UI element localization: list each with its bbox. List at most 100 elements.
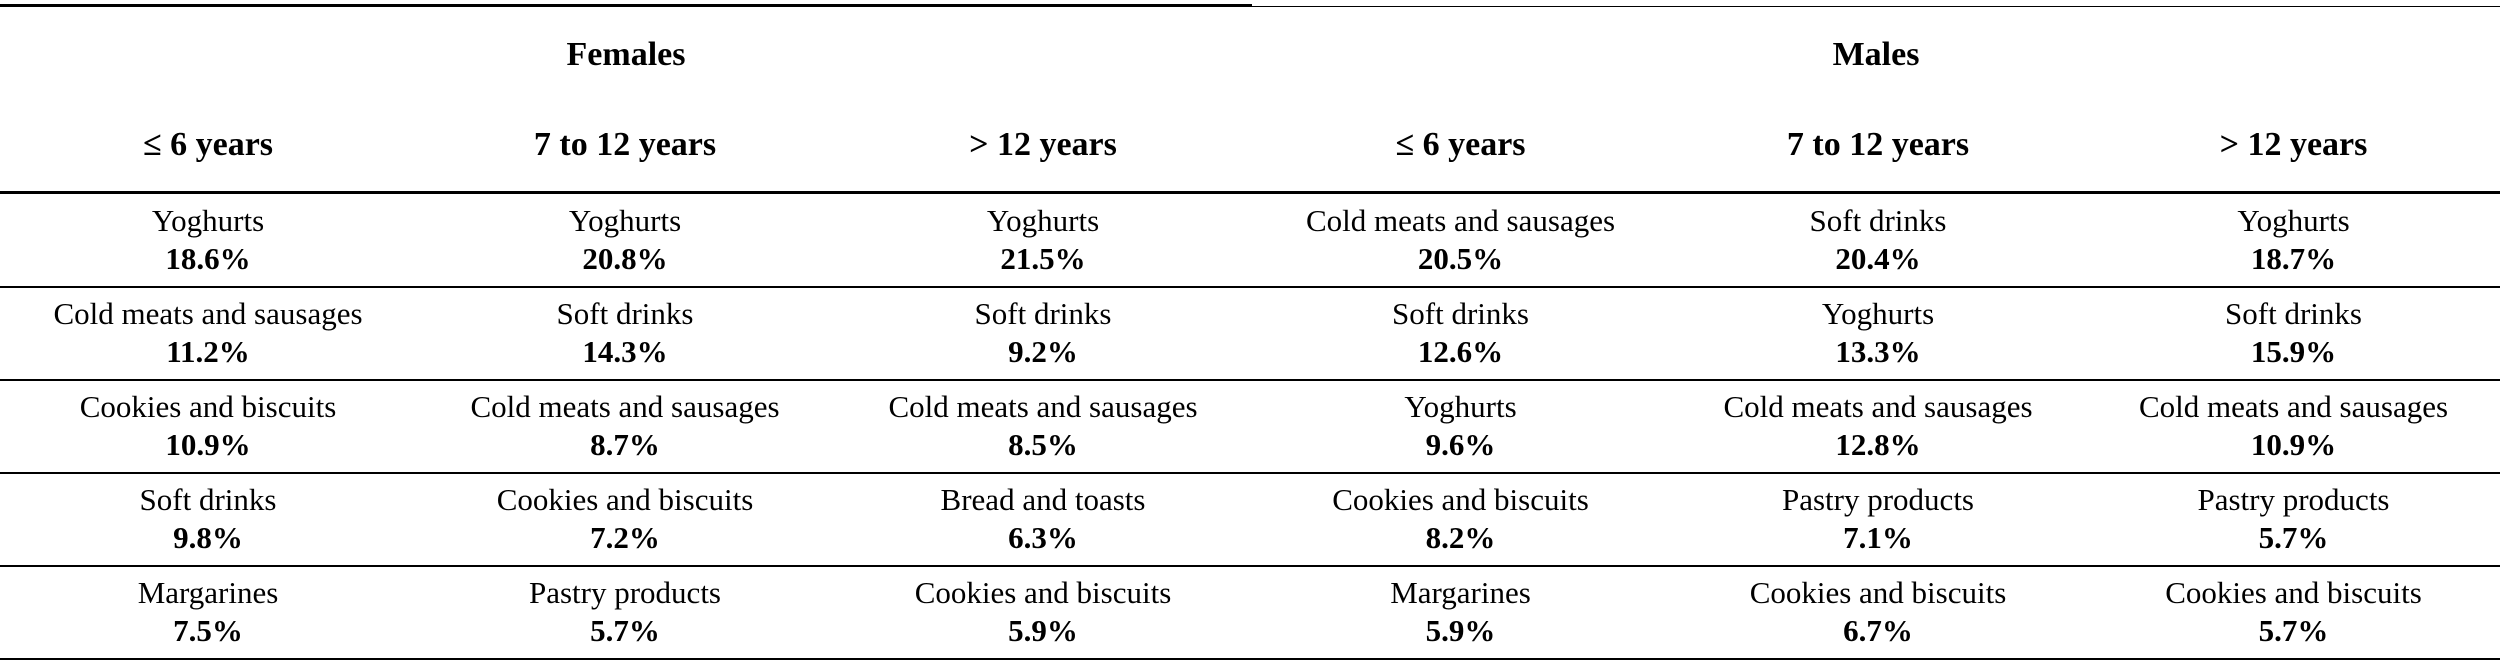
percentage-value: 7.5% <box>173 613 243 648</box>
food-category-label: Yoghurts <box>2237 203 2350 238</box>
percentage-value: 8.2% <box>1425 520 1496 555</box>
food-category-label: Cookies and biscuits <box>914 575 1172 610</box>
percentage-value: 9.8% <box>173 520 243 555</box>
table-cell: Cookies and biscuits 10.9% <box>0 381 416 474</box>
table-row: Soft drinks 9.8% Cookies and biscuits 7.2% B… <box>0 474 2500 567</box>
table-cell: Yoghurts 18.6% <box>0 195 416 288</box>
row-divider <box>0 565 2500 567</box>
food-category-label: Margarines <box>1390 575 1531 610</box>
table-cell: Cold meats and sausages 8.7% <box>416 381 834 474</box>
percentage-value: 18.7% <box>2250 241 2337 276</box>
food-category-label: Cookies and biscuits <box>2165 575 2422 610</box>
table-cell: Cookies and biscuits 5.9% <box>834 567 1252 660</box>
percentage-value: 7.2% <box>590 520 660 555</box>
percentage-value: 8.5% <box>1008 427 1078 462</box>
table-cell: Cookies and biscuits 7.2% <box>416 474 834 567</box>
percentage-value: 15.9% <box>2250 334 2337 369</box>
food-category-label: Pastry products <box>528 575 721 610</box>
row-divider <box>0 472 2500 474</box>
percentage-value: 21.5% <box>1000 241 1086 276</box>
table-cell: Yoghurts 21.5% <box>834 195 1252 288</box>
percentage-value: 9.6% <box>1425 427 1496 462</box>
table-cell: Cold meats and sausages 12.8% <box>1669 381 2087 474</box>
table-cell: Cold meats and sausages 10.9% <box>2087 381 2500 474</box>
food-category-label: Yoghurts <box>1821 296 1935 331</box>
group-title-females: Females <box>566 36 686 73</box>
percentage-value: 10.9% <box>2250 427 2337 462</box>
table-row: Yoghurts 18.6% Yoghurts 20.8% Yoghurts 21.5% C… <box>0 195 2500 288</box>
group-title-males: Males <box>1832 36 1920 73</box>
table-cell: Cookies and biscuits 8.2% <box>1252 474 1669 567</box>
food-category-label: Soft drinks <box>139 482 277 517</box>
table-cell: Soft drinks 20.4% <box>1669 195 2087 288</box>
table-cell: Cookies and biscuits 6.7% <box>1669 567 2087 660</box>
percentage-value: 7.1% <box>1843 520 1913 555</box>
percentage-value: 11.2% <box>166 334 250 369</box>
food-category-label: Pastry products <box>2197 482 2390 517</box>
top-rule-males <box>1252 6 2500 7</box>
food-category-label: Cold meats and sausages <box>1305 203 1616 238</box>
percentage-value: 20.8% <box>582 241 668 276</box>
food-category-label: Soft drinks <box>2225 296 2362 331</box>
age-header-males-7-12: 7 to 12 years <box>1786 126 1970 163</box>
table-cell: Soft drinks 9.8% <box>0 474 416 567</box>
row-divider <box>0 658 2500 660</box>
top-rule-females <box>0 4 1252 7</box>
table-cell: Pastry products 5.7% <box>416 567 834 660</box>
table-cell: Yoghurts 13.3% <box>1669 288 2087 381</box>
percentage-value: 14.3% <box>582 334 668 369</box>
percentage-value: 6.3% <box>1008 520 1078 555</box>
table-cell: Soft drinks 15.9% <box>2087 288 2500 381</box>
table-row: Margarines 7.5% Pastry products 5.7% Cookies… <box>0 567 2500 660</box>
age-header-females-under-6: ≤ 6 years <box>142 126 274 163</box>
food-category-label: Soft drinks <box>556 296 694 331</box>
food-category-label: Bread and toasts <box>940 482 1146 517</box>
food-category-label: Cold meats and sausages <box>1723 389 2033 424</box>
percentage-value: 5.7% <box>2258 520 2329 555</box>
percentage-value: 13.3% <box>1835 334 1921 369</box>
table-cell: Cold meats and sausages 20.5% <box>1252 195 1669 288</box>
table-cell: Cookies and biscuits 5.7% <box>2087 567 2500 660</box>
table-row: Cookies and biscuits 10.9% Cold meats and … <box>0 381 2500 474</box>
table-cell: Soft drinks 14.3% <box>416 288 834 381</box>
row-divider <box>0 379 2500 381</box>
food-category-label: Soft drinks <box>1392 296 1529 331</box>
food-category-label: Yoghurts <box>151 203 265 238</box>
age-header-males-over-12: > 12 years <box>2219 126 2368 163</box>
food-category-label: Cold meats and sausages <box>53 296 363 331</box>
percentage-value: 18.6% <box>165 241 251 276</box>
table-cell: Pastry products 7.1% <box>1669 474 2087 567</box>
table-cell: Cold meats and sausages 8.5% <box>834 381 1252 474</box>
table-cell: Margarines 5.9% <box>1252 567 1669 660</box>
percentage-value: 5.9% <box>1425 613 1496 648</box>
percentage-value: 8.7% <box>590 427 660 462</box>
table-cell: Yoghurts 18.7% <box>2087 195 2500 288</box>
table-cell: Cold meats and sausages 11.2% <box>0 288 416 381</box>
percentage-value: 20.5% <box>1417 241 1504 276</box>
food-category-label: Cookies and biscuits <box>1749 575 2007 610</box>
food-category-label: Cold meats and sausages <box>2138 389 2449 424</box>
table-cell: Soft drinks 12.6% <box>1252 288 1669 381</box>
table-cell: Soft drinks 9.2% <box>834 288 1252 381</box>
food-category-label: Yoghurts <box>568 203 682 238</box>
percentage-value: 9.2% <box>1008 334 1078 369</box>
food-category-label: Margarines <box>137 575 279 610</box>
food-category-label: Soft drinks <box>1809 203 1947 238</box>
table-row: Cold meats and sausages 11.2% Soft drinks 1… <box>0 288 2500 381</box>
percentage-value: 5.7% <box>590 613 660 648</box>
food-category-label: Cookies and biscuits <box>496 482 754 517</box>
table-cell: Pastry products 5.7% <box>2087 474 2500 567</box>
age-header-females-over-12: > 12 years <box>969 126 1117 163</box>
percentage-value: 6.7% <box>1843 613 1913 648</box>
food-category-label: Cold meats and sausages <box>888 389 1198 424</box>
table-cell: Yoghurts 20.8% <box>416 195 834 288</box>
row-divider <box>0 286 2500 288</box>
food-category-label: Soft drinks <box>974 296 1112 331</box>
percentage-value: 12.6% <box>1417 334 1504 369</box>
age-header-males-under-6: ≤ 6 years <box>1395 126 1526 163</box>
food-category-label: Pastry products <box>1781 482 1974 517</box>
age-header-females-7-12: 7 to 12 years <box>533 126 717 163</box>
food-category-label: Cookies and biscuits <box>79 389 337 424</box>
food-category-label: Cookies and biscuits <box>1332 482 1589 517</box>
